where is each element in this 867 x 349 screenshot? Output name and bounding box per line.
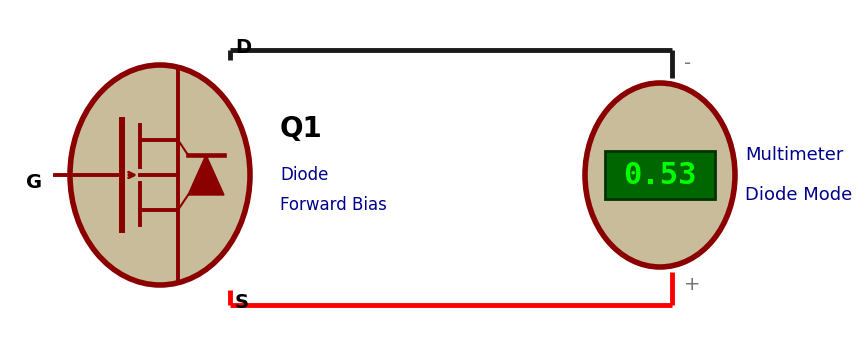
FancyBboxPatch shape (605, 151, 715, 199)
Text: 0.53: 0.53 (623, 161, 697, 190)
Text: +: + (684, 275, 701, 294)
Text: Diode: Diode (280, 166, 329, 184)
Text: G: G (26, 173, 42, 193)
Text: Q1: Q1 (280, 115, 323, 143)
Text: -: - (684, 54, 691, 73)
Text: Forward Bias: Forward Bias (280, 196, 387, 214)
Text: D: D (235, 38, 251, 57)
Polygon shape (188, 155, 224, 195)
Ellipse shape (70, 65, 250, 285)
Ellipse shape (585, 83, 735, 267)
Text: Diode Mode: Diode Mode (745, 186, 852, 204)
Text: Multimeter: Multimeter (745, 146, 844, 164)
Text: S: S (235, 293, 249, 312)
